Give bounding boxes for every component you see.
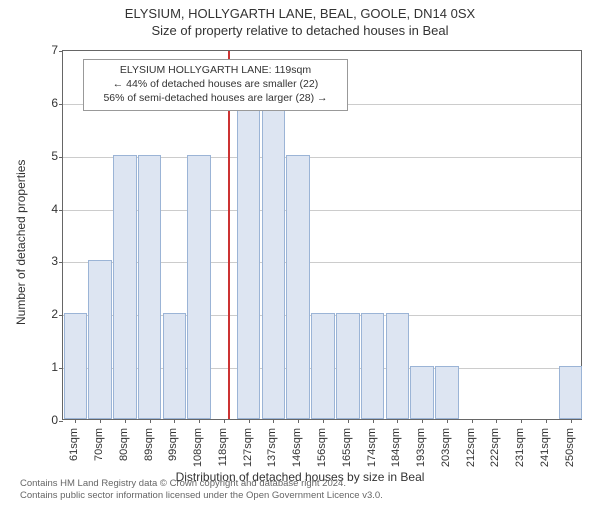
y-tick-mark xyxy=(59,51,63,52)
chart-title-line1: ELYSIUM, HOLLYGARTH LANE, BEAL, GOOLE, D… xyxy=(0,6,600,21)
histogram-bar xyxy=(88,260,112,419)
x-tick-mark xyxy=(249,419,250,423)
y-tick-mark xyxy=(59,421,63,422)
y-axis-label: Number of detached properties xyxy=(14,160,28,325)
x-tick-mark xyxy=(150,419,151,423)
x-tick-mark xyxy=(397,419,398,423)
x-tick-mark xyxy=(348,419,349,423)
histogram-bar xyxy=(559,366,583,419)
attribution-footer: Contains HM Land Registry data © Crown c… xyxy=(20,478,383,502)
histogram-bar xyxy=(386,313,410,419)
x-tick-mark xyxy=(323,419,324,423)
info-box-line2: ← 44% of detached houses are smaller (22… xyxy=(90,77,341,91)
x-tick-label: 231sqm xyxy=(514,428,526,467)
x-tick-mark xyxy=(298,419,299,423)
x-tick-label: 99sqm xyxy=(167,428,179,461)
info-box-line1: ELYSIUM HOLLYGARTH LANE: 119sqm xyxy=(90,63,341,77)
footer-line1: Contains HM Land Registry data © Crown c… xyxy=(20,478,383,490)
x-tick-label: 127sqm xyxy=(242,428,254,467)
histogram-bar xyxy=(237,102,261,419)
y-tick-label: 3 xyxy=(42,254,58,268)
histogram-bar xyxy=(286,155,310,419)
histogram-bar xyxy=(187,155,211,419)
x-tick-label: 174sqm xyxy=(366,428,378,467)
y-tick-label: 7 xyxy=(42,43,58,57)
x-tick-label: 70sqm xyxy=(93,428,105,461)
x-tick-mark xyxy=(224,419,225,423)
y-tick-label: 6 xyxy=(42,96,58,110)
x-tick-mark xyxy=(373,419,374,423)
plot-area-wrap: ELYSIUM HOLLYGARTH LANE: 119sqm← 44% of … xyxy=(62,50,582,420)
footer-line2: Contains public sector information licen… xyxy=(20,490,383,502)
x-tick-label: 212sqm xyxy=(465,428,477,467)
y-tick-label: 5 xyxy=(42,149,58,163)
y-tick-label: 0 xyxy=(42,413,58,427)
y-tick-mark xyxy=(59,104,63,105)
x-tick-label: 184sqm xyxy=(390,428,402,467)
histogram-bar xyxy=(163,313,187,419)
plot-area: ELYSIUM HOLLYGARTH LANE: 119sqm← 44% of … xyxy=(62,50,582,420)
x-tick-mark xyxy=(546,419,547,423)
y-tick-mark xyxy=(59,315,63,316)
y-tick-label: 4 xyxy=(42,202,58,216)
y-tick-label: 2 xyxy=(42,307,58,321)
x-tick-label: 61sqm xyxy=(68,428,80,461)
histogram-bar xyxy=(361,313,385,419)
x-tick-label: 156sqm xyxy=(316,428,328,467)
histogram-bar xyxy=(64,313,88,419)
x-tick-label: 241sqm xyxy=(539,428,551,467)
info-box: ELYSIUM HOLLYGARTH LANE: 119sqm← 44% of … xyxy=(83,59,348,111)
x-tick-label: 250sqm xyxy=(564,428,576,467)
x-tick-mark xyxy=(472,419,473,423)
histogram-bar xyxy=(138,155,162,419)
x-tick-mark xyxy=(273,419,274,423)
x-tick-mark xyxy=(571,419,572,423)
x-tick-label: 193sqm xyxy=(415,428,427,467)
x-tick-label: 146sqm xyxy=(291,428,303,467)
chart-title-line2: Size of property relative to detached ho… xyxy=(0,23,600,38)
y-tick-label: 1 xyxy=(42,360,58,374)
y-tick-mark xyxy=(59,210,63,211)
x-tick-mark xyxy=(521,419,522,423)
y-tick-mark xyxy=(59,157,63,158)
x-tick-label: 222sqm xyxy=(489,428,501,467)
info-box-line3: 56% of semi-detached houses are larger (… xyxy=(90,91,341,105)
x-tick-mark xyxy=(447,419,448,423)
histogram-bar xyxy=(113,155,137,419)
y-tick-mark xyxy=(59,368,63,369)
x-tick-label: 80sqm xyxy=(118,428,130,461)
x-tick-label: 118sqm xyxy=(217,428,229,466)
x-tick-mark xyxy=(174,419,175,423)
histogram-bar xyxy=(410,366,434,419)
x-tick-mark xyxy=(125,419,126,423)
x-tick-label: 165sqm xyxy=(341,428,353,467)
x-tick-mark xyxy=(75,419,76,423)
histogram-bar xyxy=(262,102,286,419)
x-tick-mark xyxy=(496,419,497,423)
histogram-bar xyxy=(336,313,360,419)
histogram-bar xyxy=(435,366,459,419)
x-tick-mark xyxy=(199,419,200,423)
x-tick-label: 203sqm xyxy=(440,428,452,467)
y-tick-mark xyxy=(59,262,63,263)
x-tick-label: 89sqm xyxy=(143,428,155,461)
histogram-bar xyxy=(311,313,335,419)
x-tick-label: 137sqm xyxy=(266,428,278,467)
x-tick-mark xyxy=(422,419,423,423)
x-tick-mark xyxy=(100,419,101,423)
x-tick-label: 108sqm xyxy=(192,428,204,467)
